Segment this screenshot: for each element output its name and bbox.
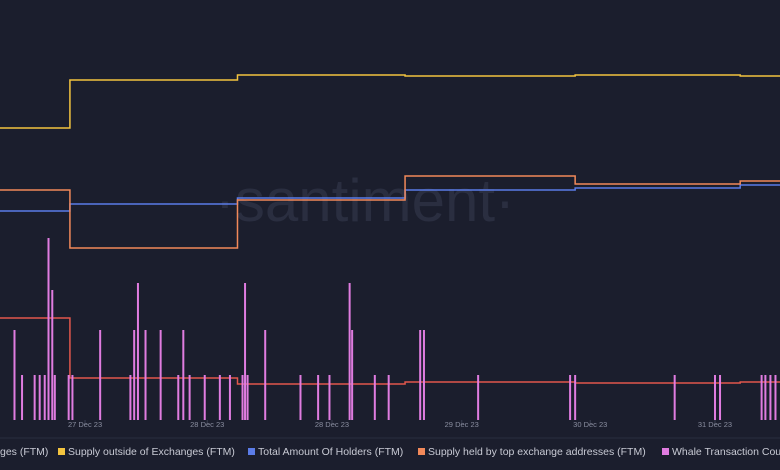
whale-bar (769, 375, 772, 420)
x-tick-label: 27 Dec 23 (68, 420, 102, 429)
legend-label: Supply held by top exchange addresses (F… (428, 446, 646, 458)
whale-bar (569, 375, 572, 420)
whale-bar (177, 375, 180, 420)
whale-bar (419, 330, 422, 420)
x-tick-label: 28 Dec 23 (315, 420, 349, 429)
legend-swatch (418, 448, 425, 455)
whale-bar (387, 375, 390, 420)
legend-label: ges (FTM) (0, 446, 48, 458)
whale-bar (477, 375, 480, 420)
whale-bar (328, 375, 331, 420)
x-tick-label: 28 Dec 23 (190, 420, 224, 429)
x-tick-label: 29 Dec 23 (445, 420, 479, 429)
legend-swatch (662, 448, 669, 455)
legend-swatch (58, 448, 65, 455)
whale-bar (218, 375, 221, 420)
whale-bar (774, 375, 777, 420)
whale-bar (244, 283, 247, 420)
whale-bar (760, 375, 763, 420)
legend-label: Supply outside of Exchanges (FTM) (68, 446, 235, 458)
whale-bar (13, 330, 16, 420)
whale-bar (764, 375, 767, 420)
whale-bar (144, 330, 147, 420)
whale-bar (673, 375, 676, 420)
whale-bar (53, 375, 56, 420)
whale-bar (203, 375, 206, 420)
whale-bar (351, 330, 354, 420)
whale-bar (228, 375, 231, 420)
x-tick-label: 30 Dec 23 (573, 420, 607, 429)
whale-bar (422, 330, 425, 420)
whale-bar (136, 283, 139, 420)
whale-bar (574, 375, 577, 420)
whale-bar (299, 375, 302, 420)
legend-swatch (248, 448, 255, 455)
whale-bar (33, 375, 36, 420)
series-line (0, 317, 780, 385)
whale-bar (129, 375, 132, 420)
whale-bar (43, 375, 46, 420)
whale-bar (99, 330, 102, 420)
whale-bar (21, 375, 24, 420)
series-line (0, 74, 780, 129)
whale-bar (159, 330, 162, 420)
whale-bar (67, 375, 70, 420)
legend-label: Whale Transaction Cou (672, 446, 780, 458)
series-line (0, 175, 780, 249)
whale-bar (51, 290, 54, 420)
whale-bar (348, 283, 351, 420)
whale-bar (317, 375, 320, 420)
whale-bar (71, 375, 74, 420)
whale-bar (719, 375, 722, 420)
whale-bar (47, 238, 50, 420)
whale-bar (264, 330, 267, 420)
whale-bar (241, 375, 244, 420)
whale-bar (246, 375, 249, 420)
whale-bar (133, 330, 136, 420)
legend-label: Total Amount Of Holders (FTM) (258, 446, 403, 458)
whale-bar (373, 375, 376, 420)
whale-bar (188, 375, 191, 420)
x-tick-label: 31 Dec 23 (698, 420, 732, 429)
whale-bar (38, 375, 41, 420)
whale-bar (182, 330, 185, 420)
whale-bar (713, 375, 716, 420)
